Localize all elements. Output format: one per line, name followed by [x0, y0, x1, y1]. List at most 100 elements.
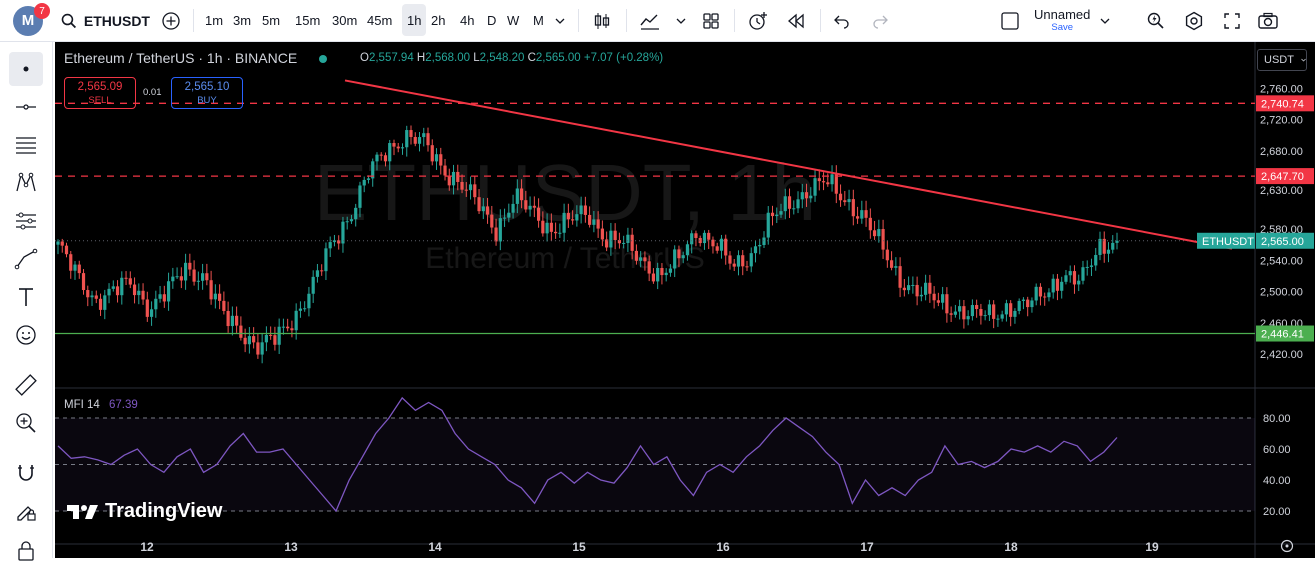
timeframe-2h[interactable]: 2h [431, 13, 446, 28]
indicators-button[interactable] [636, 0, 664, 41]
sliders-icon [16, 212, 36, 230]
timeframe-W[interactable]: W [507, 13, 520, 28]
layout-square-icon [1001, 11, 1019, 30]
currency-selector[interactable]: USDT [1257, 49, 1307, 71]
undo-button[interactable] [828, 0, 856, 41]
notification-badge: 7 [34, 3, 50, 19]
candle-body [690, 233, 694, 245]
pattern-icon [16, 172, 36, 192]
candle-body [1000, 314, 1004, 319]
candle-body [736, 255, 741, 267]
candle-body [983, 315, 987, 317]
timeframe-3m[interactable]: 3m [233, 13, 252, 28]
candle-body [783, 196, 787, 212]
zoom-in-icon [16, 413, 36, 433]
sell-button[interactable]: 2,565.09 SELL [64, 77, 136, 109]
symbol-name: ETHUSDT [83, 12, 150, 29]
emoji-tool[interactable] [9, 318, 43, 352]
candle-body [1106, 249, 1111, 254]
alert-button[interactable] [744, 0, 772, 41]
candle-body [264, 334, 268, 343]
forecast-tool[interactable] [9, 204, 43, 238]
symbol-legend[interactable]: Ethereum / TetherUS · 1h · BINANCE [64, 50, 328, 66]
candle-body [919, 294, 923, 297]
pattern-tool[interactable] [9, 166, 43, 200]
candle-body [400, 147, 405, 149]
mfi-legend[interactable]: MFI 14 67.39 [64, 399, 138, 411]
timeframe-45m[interactable]: 45m [367, 13, 393, 28]
candle-body [328, 242, 332, 249]
candle-body [664, 272, 668, 276]
path-icon [14, 248, 38, 270]
candle-body [311, 276, 315, 294]
fib-lines-icon [16, 137, 36, 154]
timeframe-1h[interactable]: 1h [402, 4, 427, 36]
layout-name-button[interactable]: Unnamed Save [1000, 0, 1128, 41]
pencil-lock-icon [17, 506, 36, 521]
candle-body [149, 309, 154, 317]
candle-body [953, 311, 957, 315]
redo-icon [873, 15, 888, 29]
fullscreen-button[interactable] [1218, 0, 1246, 41]
candle-body [73, 264, 77, 271]
price-chart[interactable]: ETHUSDT, 1h Ethereum / TetherUS 2,760.00… [55, 42, 1315, 558]
compare-add-button[interactable] [158, 0, 184, 41]
timeframe-D[interactable]: D [487, 13, 497, 28]
candle-body [583, 205, 587, 215]
candle-body [456, 171, 460, 182]
price-label-bg [1256, 232, 1314, 249]
indicators-dropdown[interactable] [674, 0, 688, 41]
goto-date-icon [1280, 539, 1294, 553]
candle-body [230, 315, 234, 327]
candle-body [851, 199, 855, 217]
candle-body [996, 318, 1000, 320]
candle-body [519, 188, 524, 201]
candle-body [975, 305, 979, 310]
timeframe-15m[interactable]: 15m [295, 13, 321, 28]
market-status-icon [319, 55, 328, 64]
quick-search-button[interactable] [1142, 0, 1170, 41]
candle-body [826, 182, 830, 185]
candle-body [286, 326, 290, 329]
candle-body [468, 184, 473, 191]
user-avatar[interactable]: M 7 [10, 0, 50, 41]
buy-button[interactable]: 2,565.10 BUY [171, 77, 243, 109]
candle-body [111, 286, 115, 289]
snapshot-button[interactable] [1254, 0, 1282, 41]
lock-drawings-tool[interactable] [9, 494, 43, 528]
timeframe-5m[interactable]: 5m [262, 13, 281, 28]
candle-body [592, 219, 596, 225]
settings-button[interactable] [1180, 0, 1208, 41]
candle-body [107, 288, 111, 296]
candle-body [409, 130, 413, 137]
mfi-line [57, 396, 1118, 513]
trend-line-tool[interactable] [9, 90, 43, 124]
chart-type-button[interactable] [588, 0, 616, 41]
chart-panel[interactable]: ETHUSDT, 1h Ethereum / TetherUS 2,760.00… [55, 42, 1315, 558]
redo-button[interactable] [866, 0, 894, 41]
candle-body [800, 192, 804, 200]
layouts-button[interactable] [698, 0, 724, 41]
timeframe-1m[interactable]: 1m [205, 13, 224, 28]
hide-drawings-tool[interactable] [9, 534, 43, 568]
measure-tool[interactable] [9, 368, 43, 402]
timeframe-M[interactable]: M [533, 13, 544, 28]
candle-body [1026, 299, 1030, 308]
text-tool[interactable] [9, 280, 43, 314]
fib-tool[interactable] [9, 128, 43, 162]
magnet-tool[interactable] [9, 456, 43, 490]
timeframe-30m[interactable]: 30m [332, 13, 358, 28]
zoom-tool[interactable] [9, 406, 43, 440]
brush-tool[interactable] [9, 242, 43, 276]
timeframe-dropdown[interactable] [552, 0, 568, 41]
cursor-tool[interactable] [9, 52, 43, 86]
candle-body [979, 309, 983, 316]
candle-body [218, 293, 222, 301]
timeframe-4h[interactable]: 4h [460, 13, 475, 28]
chevron-down-icon [676, 18, 686, 24]
candle-body [60, 241, 64, 246]
symbol-search-button[interactable]: ETHUSDT [60, 0, 150, 41]
candle-body [460, 181, 464, 190]
replay-button[interactable] [782, 0, 810, 41]
candle-body [281, 326, 286, 328]
